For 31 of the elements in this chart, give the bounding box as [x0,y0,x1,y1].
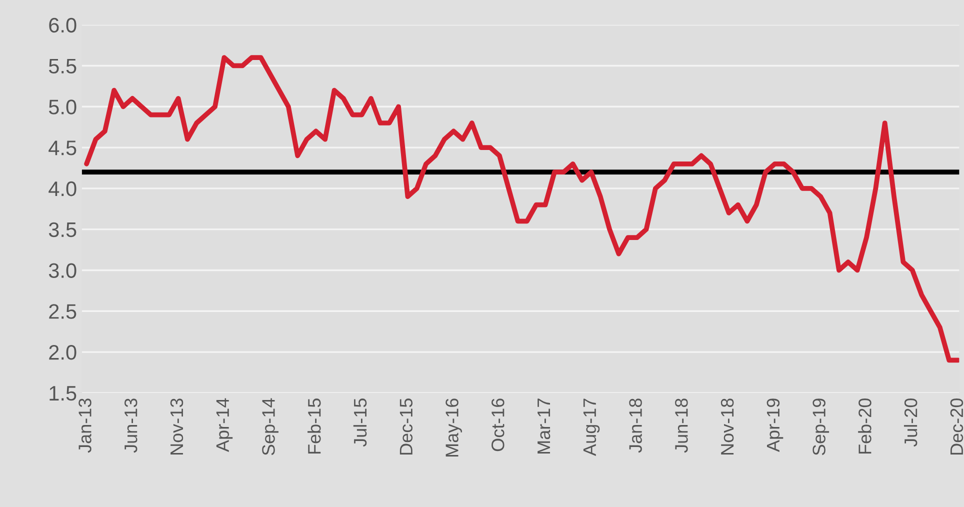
x-tick-label: Jan-13 [78,398,92,453]
y-tick-label: 2.0 [49,345,76,360]
x-tick-label: Aug-17 [583,398,600,456]
x-tick-label: May-16 [446,398,462,457]
line-series [84,55,960,363]
x-tick-label: Jan-18 [629,398,642,453]
x-tick-label: Apr-19 [766,398,784,452]
x-tick-label: Sep-14 [262,398,278,456]
x-tick-label: Feb-20 [858,398,872,454]
x-tick-label: Jun-13 [124,398,138,453]
x-tick-label: Dec-20 [950,398,964,455]
x-tick-label: Dec-15 [400,398,413,455]
x-tick-label: Apr-14 [216,398,233,452]
y-tick-label: 5.5 [48,58,76,74]
x-tick-label: Nov-18 [720,398,734,455]
x-tick-label: Jun-18 [675,398,688,453]
x-tick-label: Nov-13 [170,398,184,455]
y-tick-label: 4.5 [48,140,76,156]
x-tick-label: Jul-20 [904,398,918,447]
y-tick-label: 1.5 [50,386,76,401]
x-tick-label: Jul-15 [353,398,367,447]
x-tick-label: Mar-17 [538,398,550,454]
y-tick-label: 6.0 [49,18,76,33]
x-tick-label: Feb-15 [308,398,321,454]
y-tick-label: 2.5 [49,304,76,319]
x-tick-label: Sep-19 [812,398,830,456]
x-tick-label: Oct-16 [492,398,504,452]
y-tick-label: 3.5 [48,222,76,238]
y-tick-label: 5.0 [48,100,76,114]
y-tick-label: 3.0 [48,263,76,278]
y-tick-label: 4.0 [48,181,76,196]
